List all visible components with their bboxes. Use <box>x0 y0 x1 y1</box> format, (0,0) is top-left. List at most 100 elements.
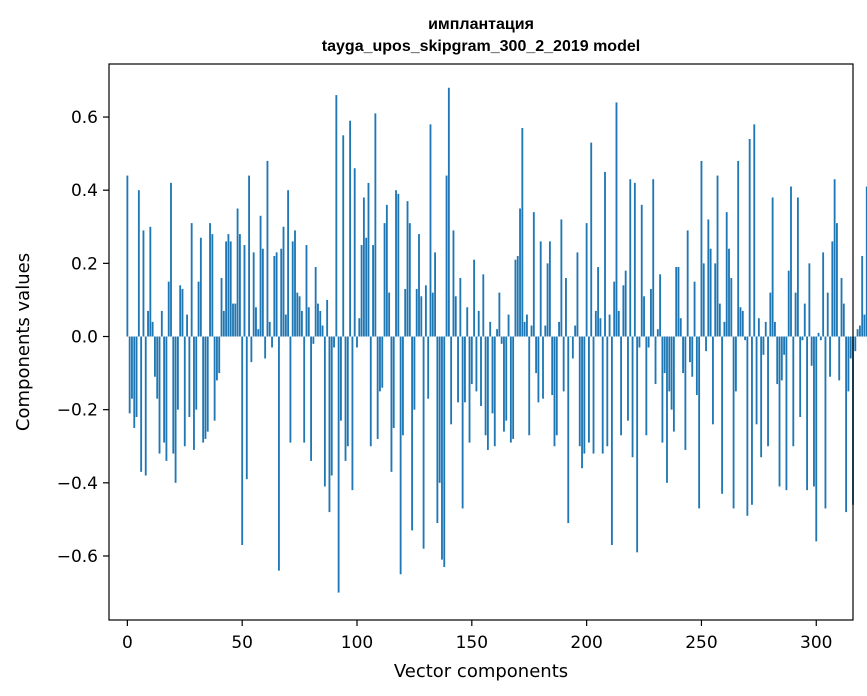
bar <box>555 336 558 436</box>
bar <box>505 336 508 421</box>
bar <box>252 252 255 337</box>
bar <box>617 310 620 337</box>
bar <box>154 336 156 377</box>
bar <box>323 336 326 487</box>
bar <box>135 336 138 417</box>
bar <box>829 336 831 377</box>
bar <box>526 314 528 337</box>
bar <box>730 277 733 337</box>
y-tick-label: −0.6 <box>57 547 98 567</box>
bar <box>174 336 177 483</box>
bar <box>585 223 588 337</box>
chart-title-line-1: имплантация <box>428 16 534 33</box>
bar <box>638 336 641 348</box>
bar <box>578 336 581 447</box>
bar <box>503 336 505 432</box>
bar <box>523 321 526 337</box>
bar <box>365 237 368 337</box>
bar <box>466 307 469 337</box>
bar <box>298 296 301 337</box>
x-tick-label: 150 <box>456 633 488 653</box>
y-tick-label: 0.2 <box>71 254 98 274</box>
bar <box>647 336 650 348</box>
bar <box>461 336 464 509</box>
bar <box>794 292 797 337</box>
bar <box>170 182 172 337</box>
bar <box>289 336 292 443</box>
bar <box>179 285 182 337</box>
bar <box>167 281 170 337</box>
bar <box>702 263 705 337</box>
bar <box>422 336 425 549</box>
y-axis-label: Components values <box>13 253 34 431</box>
bar <box>333 336 335 348</box>
bar <box>480 336 482 407</box>
bar <box>493 336 496 447</box>
bar <box>716 175 719 337</box>
bar <box>542 336 544 399</box>
bar <box>477 310 480 337</box>
bar <box>362 197 365 337</box>
bar <box>700 160 703 337</box>
bar <box>514 259 517 337</box>
bar <box>774 321 776 337</box>
bar <box>344 336 347 461</box>
bar <box>672 336 675 432</box>
bar <box>847 336 850 392</box>
bar <box>126 175 129 337</box>
y-tick-label: −0.4 <box>57 474 98 494</box>
bar <box>268 321 271 337</box>
bar <box>163 336 166 443</box>
bar <box>241 336 244 546</box>
bar <box>142 230 145 337</box>
bar <box>548 241 551 337</box>
bar <box>629 179 632 337</box>
bar <box>229 241 232 337</box>
bar <box>764 321 767 337</box>
bar <box>165 336 168 461</box>
bar <box>799 336 802 417</box>
bar <box>353 168 356 337</box>
bar <box>390 336 393 472</box>
bar <box>521 128 524 337</box>
bar <box>328 336 331 513</box>
plot-frame <box>108 63 854 621</box>
bar <box>787 270 790 337</box>
bar <box>645 336 648 436</box>
bar <box>424 285 427 337</box>
bar <box>261 248 264 337</box>
bar <box>558 321 560 337</box>
bar <box>427 336 430 399</box>
bar <box>144 336 147 476</box>
bar <box>622 285 625 337</box>
bar <box>385 204 388 337</box>
bar <box>206 336 209 432</box>
bar <box>610 336 613 546</box>
bar <box>317 303 319 337</box>
bar <box>808 263 811 337</box>
bar <box>358 318 361 337</box>
bar <box>652 179 655 337</box>
bar <box>218 336 221 374</box>
bar <box>310 336 312 461</box>
bar <box>356 336 358 348</box>
bar <box>695 336 698 396</box>
bar <box>176 336 179 410</box>
bar <box>666 336 668 483</box>
bar <box>337 336 340 593</box>
bar <box>158 336 161 454</box>
bar <box>620 336 622 436</box>
y-tick-label: 0.4 <box>71 181 98 201</box>
bar <box>447 87 450 337</box>
bar <box>769 292 772 337</box>
x-axis: 0 50 100 150 200 250 300 <box>122 620 832 653</box>
bar <box>760 336 763 458</box>
bar <box>395 190 397 337</box>
bar <box>734 336 737 392</box>
bar <box>156 336 159 399</box>
bar <box>845 336 848 513</box>
bar <box>484 336 487 436</box>
bar <box>326 299 329 337</box>
bar <box>553 336 556 447</box>
bar <box>397 193 400 337</box>
